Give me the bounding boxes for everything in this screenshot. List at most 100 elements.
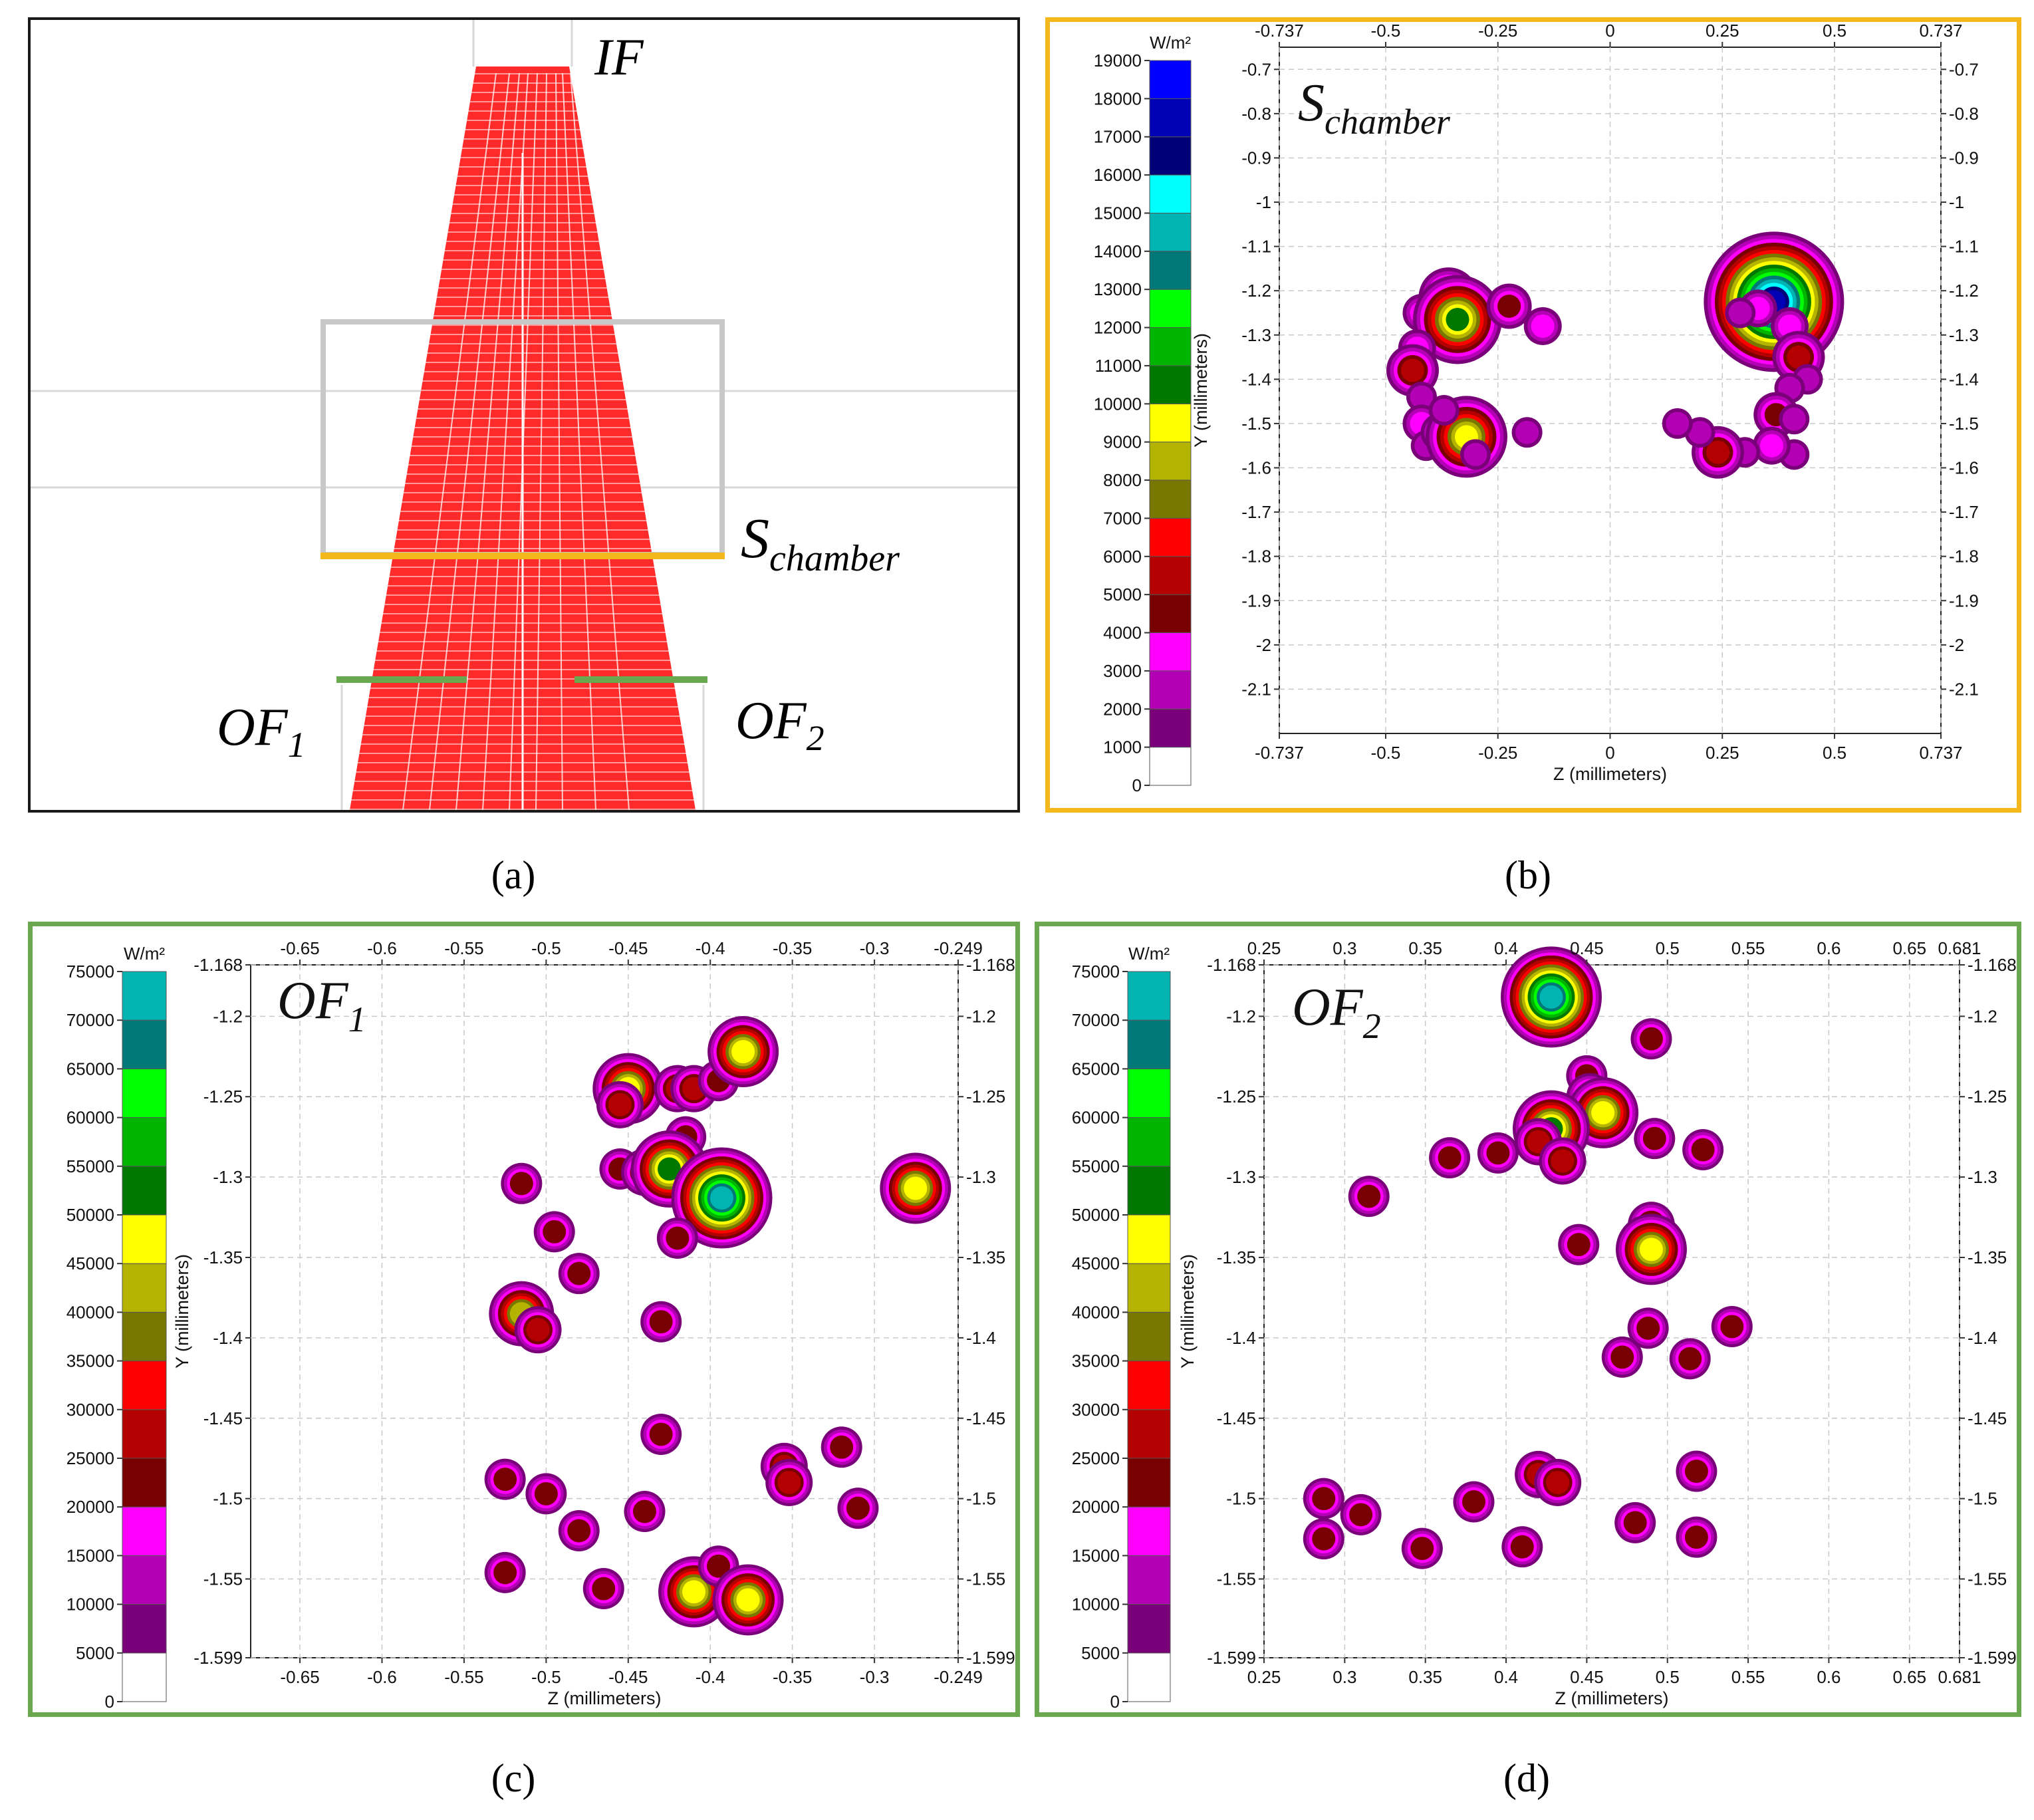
colorbar-segment [1149,517,1192,557]
axis-ticks: -0.65 -0.65 -0.6 -0.6 -0.55 -0.55 -0.5 -0.5 -0.4… [193,938,1015,1687]
y-tick-label: -1.4 [1241,369,1271,389]
x-axis-label: Z (millimeters) [1553,764,1667,784]
intensity-spots [484,1016,952,1636]
intensity-spot [1523,307,1562,345]
colorbar-segment [1149,632,1192,672]
y-tick-label-right: -1.6 [1949,458,1979,478]
colorbar-segment [122,1214,167,1264]
y-tick-label: -1.6 [1241,458,1271,478]
x-tick-label: 0.45 [1570,1667,1604,1687]
x-tick-label-top: 0.35 [1408,938,1442,958]
spot-contour [1684,1525,1708,1549]
colorbar-tick-label: 11000 [1095,356,1142,376]
y-tick-label-right: -1.4 [966,1328,996,1348]
spot-contour [1410,1537,1434,1561]
intensity-spot [1401,1527,1443,1569]
x-tick-label-top: -0.5 [531,938,561,958]
y-tick-label: -1.2 [1241,281,1271,301]
x-tick-label-top: 0.65 [1892,938,1926,958]
y-tick-label-right: -1.55 [1968,1569,2007,1589]
intensity-spot [640,1413,682,1455]
y-tick-label: -1.9 [1241,590,1271,610]
x-tick-label-top: 0 [1605,22,1614,41]
spot-contour [1688,420,1712,444]
colorbar-tick-label: 0 [105,1692,114,1712]
y-tick-label: -1.45 [1217,1408,1256,1428]
colorbar-tick-label: 1000 [1103,737,1142,757]
colorbar-segment [122,1166,167,1216]
beam-rays [402,72,630,810]
colorbar-tick-label: 4000 [1103,623,1142,643]
colorbar-tick-label: 75000 [1072,962,1120,981]
spot-contour [1515,420,1539,444]
colorbar-segment [1149,747,1192,786]
y-tick-label: -1.5 [213,1489,243,1509]
spot-contour [710,1186,734,1210]
intensity-spot [712,1564,784,1636]
y-tick-label: -0.9 [1241,148,1271,168]
spot-contour [543,1220,567,1243]
y-tick-label-right: -1.5 [1968,1489,1997,1509]
intensity-spot [1615,1214,1687,1285]
schamber-label: Schamber [741,506,900,579]
x-tick-label-top: -0.35 [773,938,812,958]
colorbar-segment [1149,327,1192,366]
y-tick-label: -1.3 [1241,325,1271,345]
of2-label: OF2 [735,692,825,758]
colorbar-unit: W/m² [1150,33,1191,53]
colorbar-tick-label: 70000 [1072,1010,1120,1030]
x-tick-label-top: 0.5 [1823,22,1846,41]
colorbar-tick-label: 55000 [66,1156,114,1176]
colorbar-segment [1149,556,1192,595]
colorbar-segment [1149,174,1192,213]
x-tick-label: -0.249 [934,1667,983,1687]
colorbar-tick-label: 8000 [1103,470,1142,490]
colorbar-tick-label: 17000 [1094,127,1142,147]
of2-heatmap-svg: 0 5000 10000 15000 20000 25000 30000 35000 40000… [1072,938,2017,1712]
colorbar-tick-label: 55000 [1072,1156,1120,1176]
spot-contour [682,1580,706,1604]
intensity-spot [1753,426,1791,465]
spot-contour [1720,1315,1744,1339]
y-tick-label: -1.45 [203,1408,243,1428]
x-axis-label: Z (millimeters) [1555,1688,1669,1708]
x-tick-label-top: -0.45 [608,938,648,958]
colorbar-tick-label: 65000 [66,1059,114,1079]
intensity-spot [1460,439,1491,470]
colorbar-tick-label: 16000 [1094,165,1142,185]
intensity-spot [1614,1501,1656,1543]
y-axis-label: Y (millimeters) [1178,1254,1198,1368]
intensity-spot [1725,297,1756,328]
spot-contour [1591,1101,1615,1124]
y-tick-label-right: -1.599 [966,1648,1015,1668]
x-tick-label: -0.65 [280,1667,319,1687]
intensity-spot [765,1458,813,1506]
x-tick-label-top: -0.249 [934,938,983,958]
spot-contour [1446,307,1469,331]
intensity-spot [1662,408,1693,439]
plot-title: OF2 [1292,978,1381,1046]
colorbar-segment [1127,1117,1171,1167]
y-tick-label: -1.35 [203,1247,243,1267]
panel-c-of1-map: 0 5000 10000 15000 20000 25000 30000 35000 40000… [28,922,1020,1717]
x-tick-label-top: -0.65 [280,938,319,958]
colorbar-segment [1127,1652,1171,1702]
y-tick-label: -1.1 [1241,237,1271,257]
spot-contour [1438,1146,1462,1170]
caption-d: (d) [1503,1756,1550,1800]
x-tick-label: 0.4 [1494,1667,1518,1687]
y-tick-label-right: -1.599 [1968,1648,2017,1668]
y-tick-label: -1.25 [1217,1087,1256,1106]
colorbar-tick-label: 7000 [1103,508,1142,528]
y-tick-label: -1.4 [213,1328,243,1348]
y-tick-label-right: -0.7 [1949,59,1979,79]
y-tick-label-right: -1.9 [1949,590,1979,610]
spot-contour [1539,985,1563,1009]
plot-title: Schamber [1298,74,1451,142]
colorbar-segment [122,1458,167,1507]
plot-title-sub: 2 [1363,1006,1381,1046]
colorbar-segment [1149,365,1192,404]
y-tick-label-right: -1.25 [1968,1087,2007,1106]
y-tick-label-right: -1.3 [966,1167,996,1187]
x-tick-label: 0.5 [1656,1667,1680,1687]
